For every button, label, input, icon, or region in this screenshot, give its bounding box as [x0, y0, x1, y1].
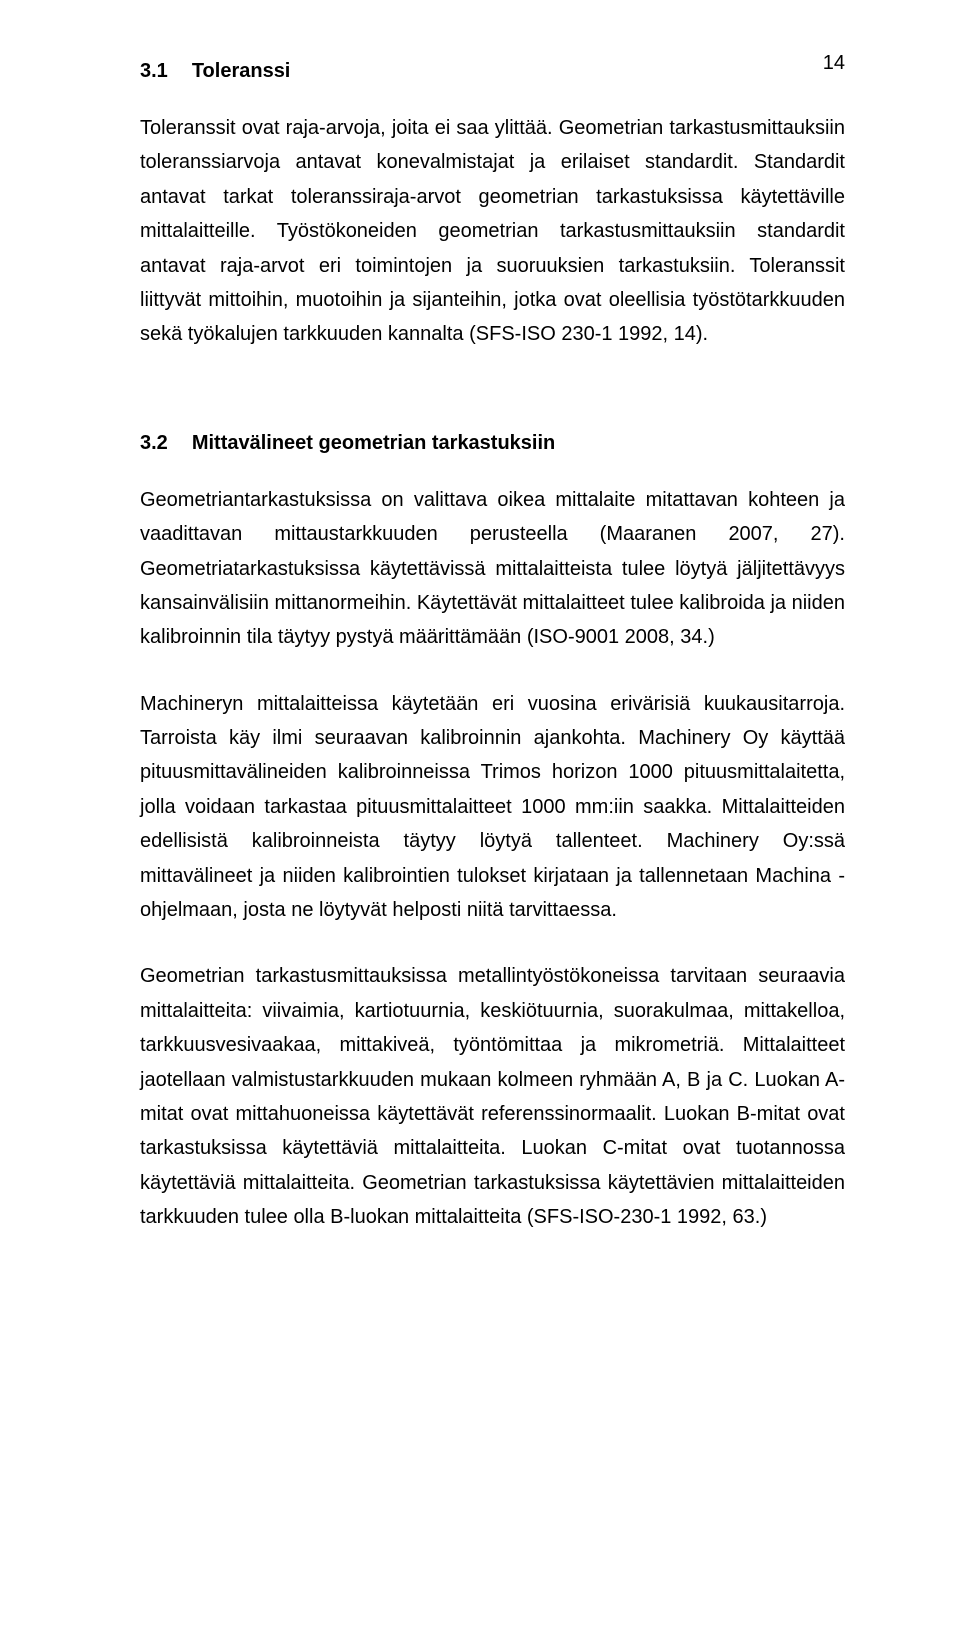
section2-paragraph3: Geometrian tarkastusmittauksissa metalli…: [140, 959, 845, 1234]
section-title-1: Toleranssi: [192, 60, 291, 82]
page-number: 14: [823, 52, 845, 75]
section2-paragraph1: Geometriantarkastuksissa on valittava oi…: [140, 483, 845, 655]
section1-paragraph: Toleranssit ovat raja-arvoja, joita ei s…: [140, 111, 845, 352]
section-number-1: 3.1: [140, 60, 168, 83]
section-title-2: Mittavälineet geometrian tarkastuksiin: [192, 432, 555, 454]
section-number-2: 3.2: [140, 432, 168, 455]
section-heading-2: 3.2 Mittavälineet geometrian tarkastuksii…: [140, 432, 845, 455]
section-heading-1: 3.1 Toleranssi: [140, 60, 845, 83]
section2-paragraph2: Machineryn mittalaitteissa käytetään eri…: [140, 687, 845, 928]
